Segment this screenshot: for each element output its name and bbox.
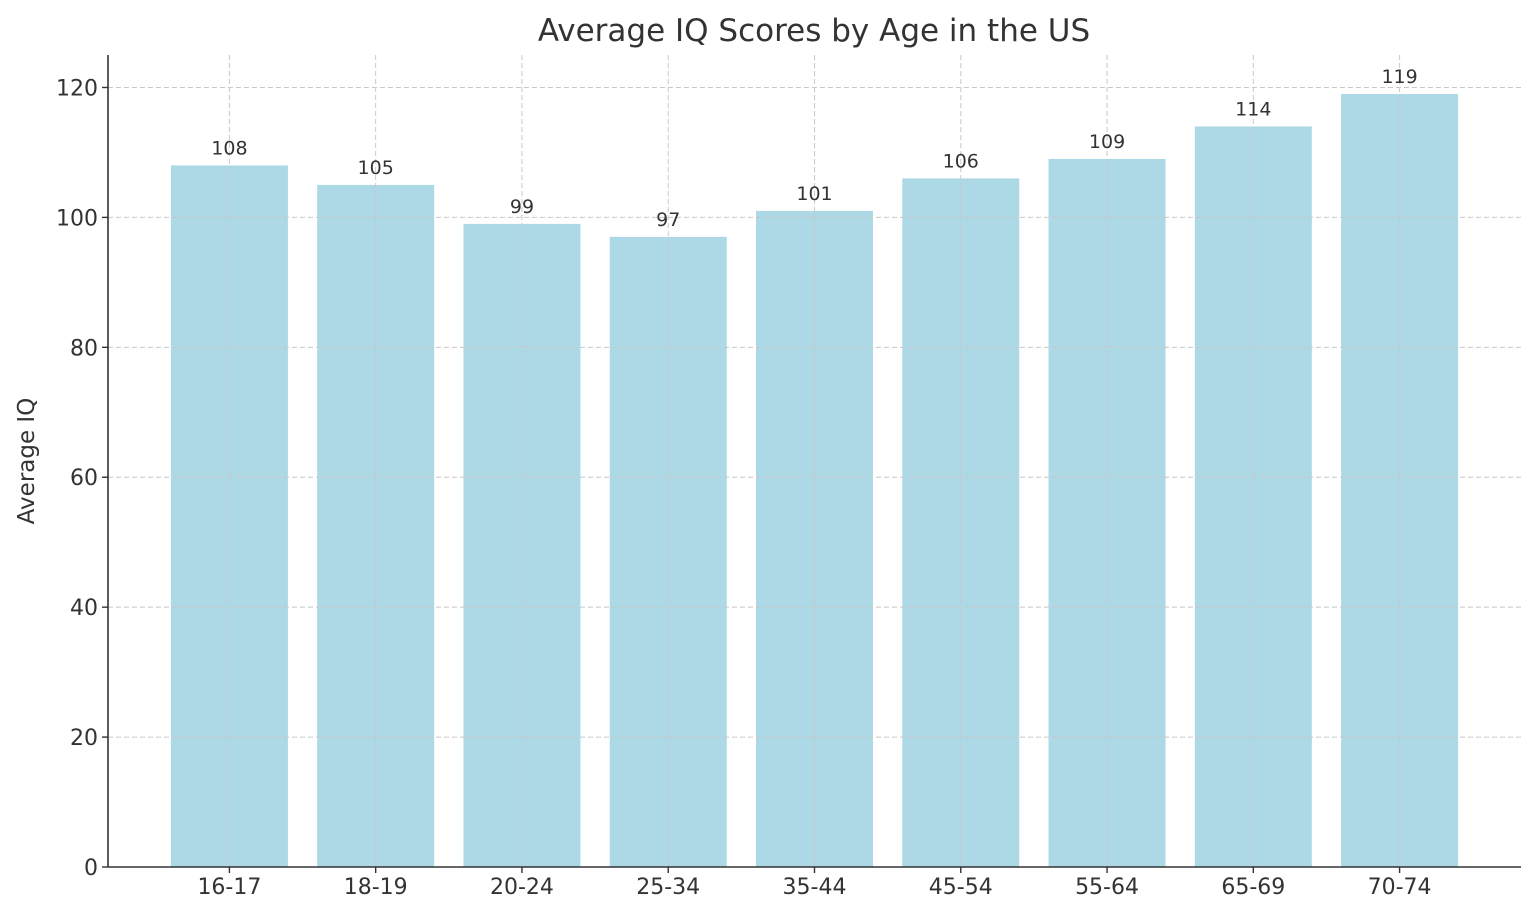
- y-tick-label: 20: [70, 726, 98, 751]
- x-tick-label: 55-64: [1075, 875, 1139, 900]
- y-tick-label: 60: [70, 466, 98, 491]
- x-tick-label: 35-44: [783, 875, 847, 900]
- y-tick-label: 40: [70, 596, 98, 621]
- data-label: 108: [211, 137, 247, 159]
- x-tick-label: 65-69: [1221, 875, 1285, 900]
- y-tick-label: 100: [56, 206, 98, 231]
- data-label: 99: [510, 196, 534, 218]
- data-label: 119: [1381, 66, 1417, 88]
- data-label: 114: [1235, 98, 1271, 120]
- y-tick-label: 80: [70, 336, 98, 361]
- x-tick-label: 25-34: [636, 875, 700, 900]
- x-tick-label: 45-54: [929, 875, 993, 900]
- y-axis-label: Average IQ: [14, 398, 40, 525]
- y-tick-label: 0: [84, 856, 98, 881]
- x-tick-label: 70-74: [1368, 875, 1432, 900]
- data-label: 105: [358, 157, 394, 179]
- data-label: 97: [656, 209, 680, 231]
- data-label: 101: [796, 183, 832, 205]
- y-tick-label: 120: [56, 76, 98, 101]
- data-label: 106: [943, 150, 979, 172]
- chart-title: Average IQ Scores by Age in the US: [538, 13, 1090, 49]
- data-label: 109: [1089, 131, 1125, 153]
- x-tick-label: 18-19: [344, 875, 408, 900]
- x-tick-label: 16-17: [197, 875, 261, 900]
- x-tick-label: 20-24: [490, 875, 554, 900]
